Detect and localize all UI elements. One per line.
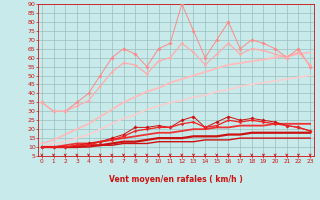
X-axis label: Vent moyen/en rafales ( km/h ): Vent moyen/en rafales ( km/h ) bbox=[109, 175, 243, 184]
